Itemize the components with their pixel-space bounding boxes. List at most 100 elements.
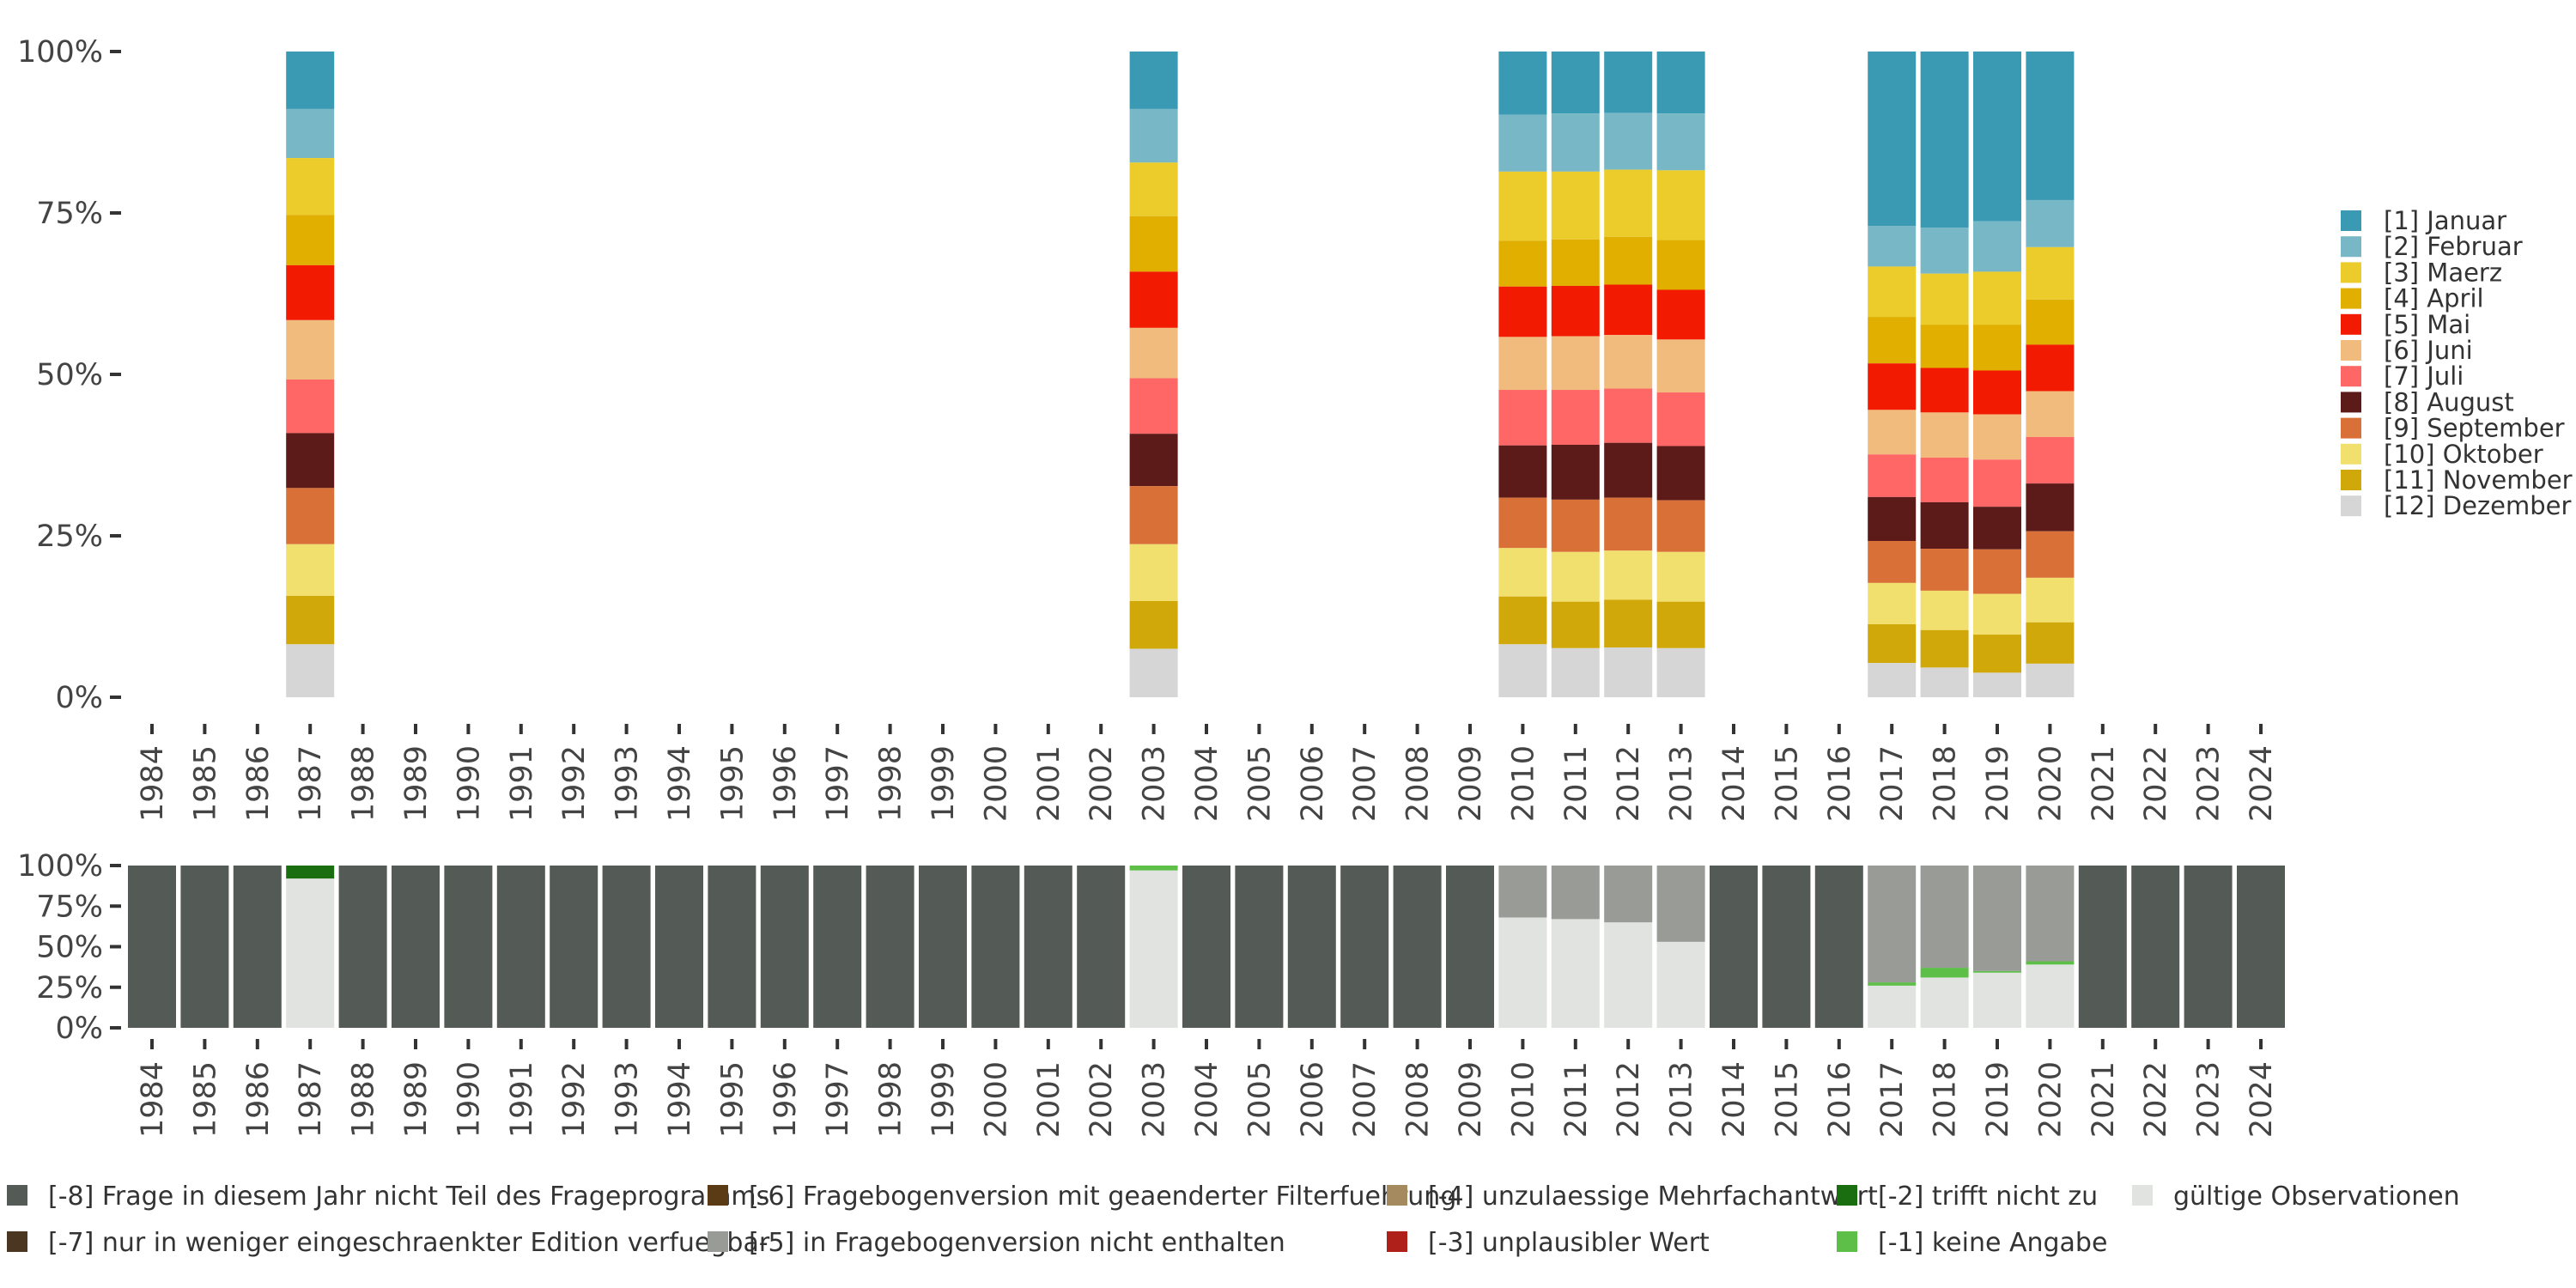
bar-2003-1-keine-angabe bbox=[1129, 866, 1178, 871]
legend-swatch-9-september bbox=[2341, 417, 2361, 439]
bar-2012-10-oktober bbox=[1604, 550, 1653, 600]
bar-1987-10-oktober bbox=[286, 544, 335, 596]
bar-1987-5-mai bbox=[286, 264, 335, 320]
bar-2017-6-juni bbox=[1868, 410, 1917, 455]
bar-2010-g-ltige-observationen bbox=[1498, 917, 1547, 1028]
bar-2012-12-dezember bbox=[1604, 647, 1653, 697]
bar-2003-g-ltige-observationen bbox=[1129, 870, 1178, 1028]
bar-2010-6-juni bbox=[1498, 337, 1547, 391]
bar-2020-5-in-fragebogenversion-nicht-enthalten bbox=[2026, 866, 2075, 962]
bar-2019-1-keine-angabe bbox=[1973, 970, 2021, 973]
bar-1993-8-frage-in-diesem-jahr-nicht-teil-des-frageprogramms bbox=[602, 866, 651, 1028]
bar-2003-12-dezember bbox=[1129, 648, 1178, 697]
top-x-tick-label-2010: 2010 bbox=[1506, 745, 1540, 822]
legend-label-2-trifft-nicht-zu: [-2] trifft nicht zu bbox=[1878, 1182, 2098, 1212]
bar-2019-2-februar bbox=[1973, 221, 2021, 272]
legend-label-11-november: [11] November bbox=[2384, 465, 2573, 495]
legend-swatch-11-november bbox=[2341, 470, 2361, 490]
bar-2013-2-februar bbox=[1656, 113, 1705, 171]
bar-2010-7-juli bbox=[1498, 390, 1547, 446]
bar-2019-8-august bbox=[1973, 507, 2021, 550]
bar-2019-11-november bbox=[1973, 635, 2021, 673]
legend-label-4-unzulaessige-mehrfachantwort: [-4] unzulaessige Mehrfachantwort bbox=[1428, 1182, 1878, 1212]
bottom-x-tick-label-2000: 2000 bbox=[979, 1061, 1013, 1138]
bottom-x-tick-label-2010: 2010 bbox=[1506, 1061, 1540, 1138]
bottom-x-tick-label-2006: 2006 bbox=[1296, 1061, 1330, 1138]
legend-swatch-2-trifft-nicht-zu bbox=[1837, 1185, 1857, 1206]
top-x-tick-label-1986: 1986 bbox=[241, 745, 276, 822]
legend-label-1-januar: [1] Januar bbox=[2384, 206, 2506, 235]
top-x-tick-label-2003: 2003 bbox=[1138, 745, 1172, 822]
top-x-tick-label-2024: 2024 bbox=[2245, 745, 2279, 822]
bottom-x-tick-label-2023: 2023 bbox=[2192, 1061, 2227, 1138]
bottom-y-tick-label: 50% bbox=[36, 931, 103, 965]
bottom-x-tick-label-1985: 1985 bbox=[188, 1061, 222, 1138]
bar-2011-12-dezember bbox=[1551, 647, 1600, 697]
bar-2018-2-februar bbox=[1920, 228, 1969, 274]
bottom-x-tick-label-2007: 2007 bbox=[1348, 1061, 1382, 1138]
bottom-x-tick-label-1991: 1991 bbox=[505, 1061, 539, 1138]
bar-2020-g-ltige-observationen bbox=[2026, 964, 2075, 1028]
bar-2008-8-frage-in-diesem-jahr-nicht-teil-des-frageprogramms bbox=[1393, 866, 1442, 1028]
bottom-chart-bars bbox=[128, 866, 2285, 1028]
top-x-tick-label-2002: 2002 bbox=[1084, 745, 1119, 822]
bottom-x-tick-label-2020: 2020 bbox=[2033, 1061, 2068, 1138]
bar-2010-5-mai bbox=[1498, 286, 1547, 337]
bar-2012-4-april bbox=[1604, 236, 1653, 285]
bar-1991-8-frage-in-diesem-jahr-nicht-teil-des-frageprogramms bbox=[496, 866, 545, 1028]
bar-2019-5-mai bbox=[1973, 370, 2021, 415]
bar-2011-10-oktober bbox=[1551, 551, 1600, 602]
bar-1987-2-trifft-nicht-zu bbox=[286, 866, 335, 879]
bar-2017-9-september bbox=[1868, 541, 1917, 583]
bottom-x-tick-label-2001: 2001 bbox=[1032, 1061, 1066, 1138]
bottom-x-tick-label-1988: 1988 bbox=[347, 1061, 381, 1138]
legend-swatch-1-januar bbox=[2341, 210, 2361, 231]
bar-2018-5-in-fragebogenversion-nicht-enthalten bbox=[1920, 866, 1969, 969]
bar-2020-5-mai bbox=[2026, 344, 2075, 392]
bar-1987-2-februar bbox=[286, 108, 335, 159]
bar-2017-4-april bbox=[1868, 317, 1917, 364]
bar-2003-3-maerz bbox=[1129, 162, 1178, 216]
legend-label-5-mai: [5] Mai bbox=[2384, 310, 2470, 339]
bar-2017-2-februar bbox=[1868, 226, 1917, 267]
bar-2020-7-juli bbox=[2026, 436, 2075, 484]
bar-1999-8-frage-in-diesem-jahr-nicht-teil-des-frageprogramms bbox=[919, 866, 967, 1028]
bar-2011-11-november bbox=[1551, 601, 1600, 648]
bottom-x-tick-label-1986: 1986 bbox=[241, 1061, 276, 1138]
top-x-tick-label-2019: 2019 bbox=[1981, 745, 2015, 822]
legend-label-9-september: [9] September bbox=[2384, 414, 2565, 443]
bottom-x-tick-label-1997: 1997 bbox=[821, 1061, 855, 1138]
bar-1996-8-frage-in-diesem-jahr-nicht-teil-des-frageprogramms bbox=[760, 866, 809, 1028]
bar-2024-8-frage-in-diesem-jahr-nicht-teil-des-frageprogramms bbox=[2237, 866, 2285, 1028]
top-legend: [1] Januar[2] Februar[3] Maerz[4] April[… bbox=[2341, 206, 2573, 520]
bottom-x-tick-label-2021: 2021 bbox=[2087, 1061, 2121, 1138]
bar-2020-3-maerz bbox=[2026, 246, 2075, 300]
top-x-tick-label-2021: 2021 bbox=[2087, 745, 2121, 822]
top-x-tick-label-1990: 1990 bbox=[452, 745, 486, 822]
bar-2013-3-maerz bbox=[1656, 170, 1705, 240]
bar-2013-10-oktober bbox=[1656, 551, 1705, 602]
top-y-tick-label: 75% bbox=[36, 197, 103, 231]
top-y-tick-label: 25% bbox=[36, 519, 103, 554]
bar-1987-1-januar bbox=[286, 52, 335, 109]
bar-2019-9-september bbox=[1973, 549, 2021, 594]
top-y-tick-label: 100% bbox=[17, 35, 103, 70]
top-x-tick-label-2023: 2023 bbox=[2192, 745, 2227, 822]
bar-2013-1-januar bbox=[1656, 52, 1705, 114]
legend-swatch-3-maerz bbox=[2341, 262, 2361, 283]
legend-swatch-3-unplausibler-wert bbox=[1387, 1231, 1407, 1252]
legend-label-6-fragebogenversion-mit-geaenderter-filterfuehrung: [-6] Fragebogenversion mit geaenderter F… bbox=[749, 1182, 1456, 1212]
bar-2012-7-juli bbox=[1604, 388, 1653, 443]
bar-2012-3-maerz bbox=[1604, 169, 1653, 237]
legend-label-1-keine-angabe: [-1] keine Angabe bbox=[1878, 1228, 2107, 1258]
legend-label-7-nur-in-weniger-eingeschraenkter-edition-verfuegbar: [-7] nur in weniger eingeschraenkter Edi… bbox=[48, 1228, 770, 1258]
bar-1986-8-frage-in-diesem-jahr-nicht-teil-des-frageprogramms bbox=[233, 866, 282, 1028]
legend-swatch-5-in-fragebogenversion-nicht-enthalten bbox=[708, 1231, 728, 1252]
bar-2013-8-august bbox=[1656, 446, 1705, 501]
bar-2012-11-november bbox=[1604, 599, 1653, 648]
bar-2012-5-in-fragebogenversion-nicht-enthalten bbox=[1604, 866, 1653, 923]
bar-2003-2-februar bbox=[1129, 108, 1178, 163]
bar-2003-8-august bbox=[1129, 434, 1178, 487]
bar-2018-11-november bbox=[1920, 629, 1969, 668]
